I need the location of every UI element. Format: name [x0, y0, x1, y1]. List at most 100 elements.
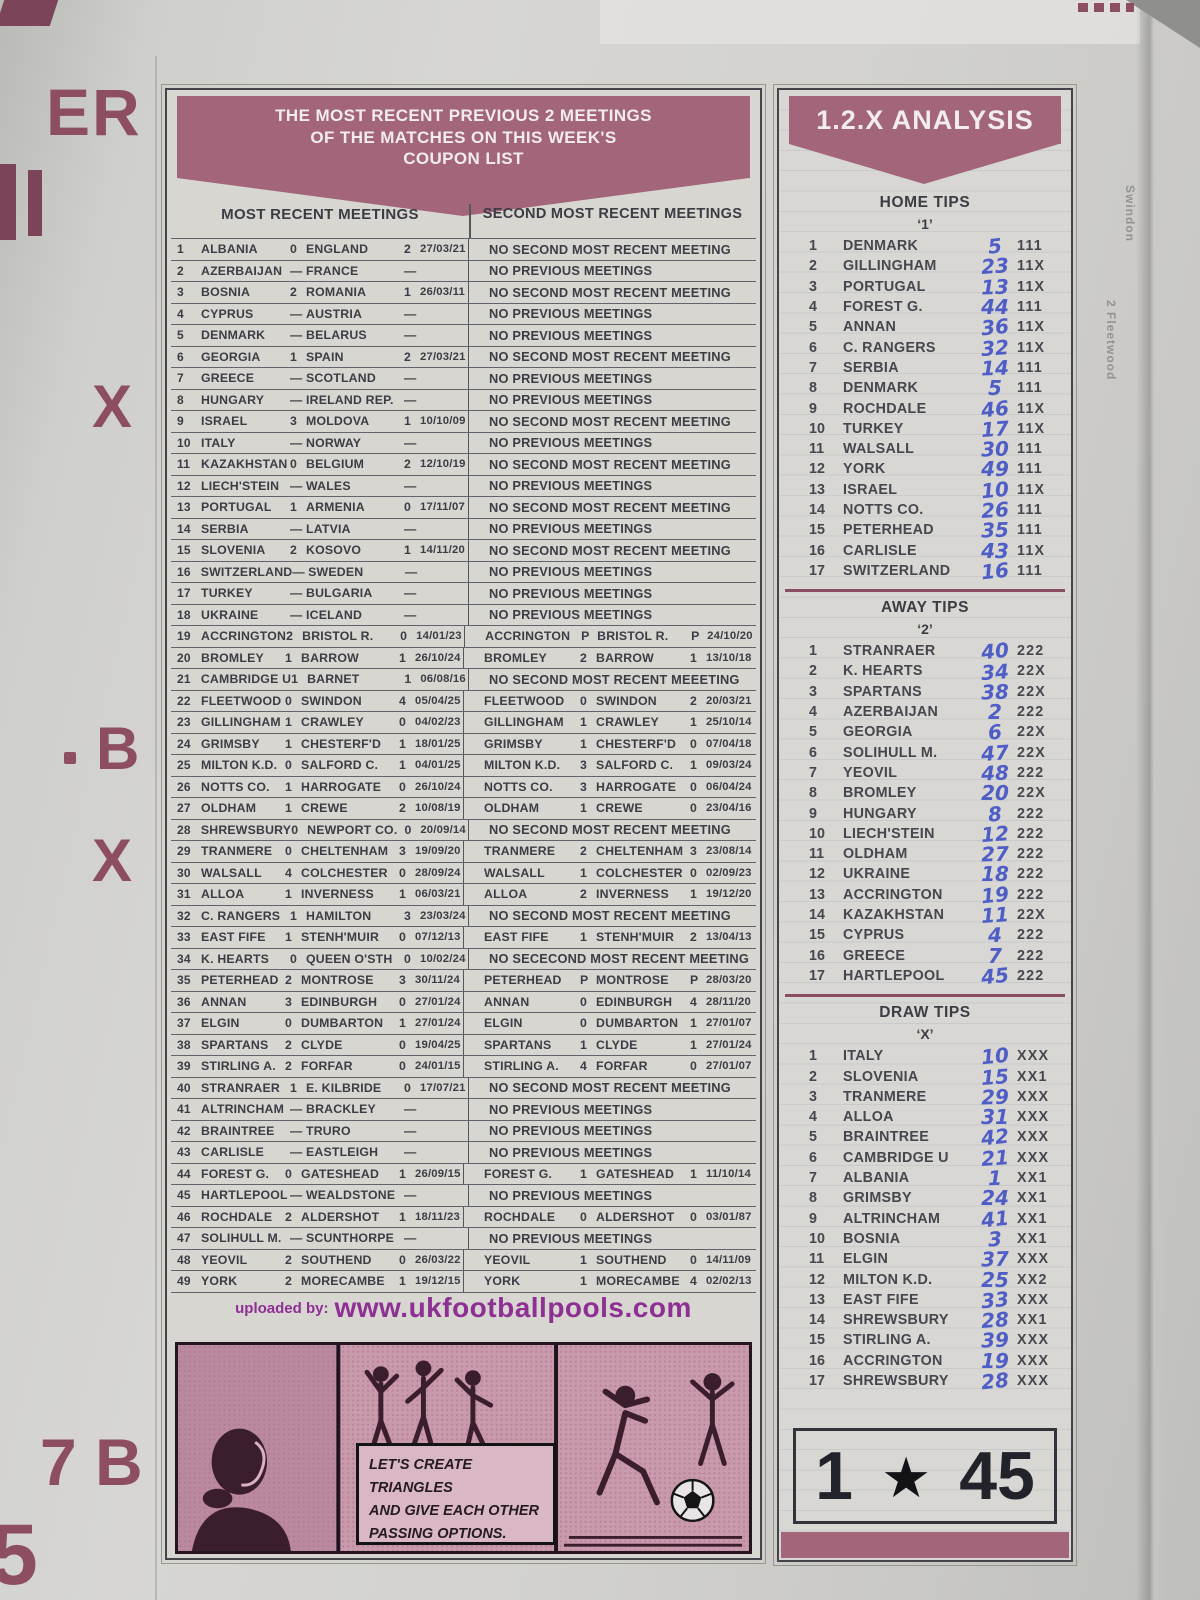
most-recent-meeting: 48 YEOVIL 2 SOUTHEND 0 26/03/22	[171, 1249, 464, 1270]
tip-code: XXX	[1017, 1352, 1050, 1369]
away-team: WEALDSTONE	[306, 1188, 396, 1203]
away-team: BELARUS	[306, 328, 367, 343]
tip-row: 8 BROMLEY 20 22X	[781, 781, 1069, 805]
meeting-row: 42 BRAINTREE — TRURO — NO PREVIOUS MEETINGS	[171, 1120, 756, 1142]
home-score: 4	[285, 865, 293, 880]
away-score: 0	[690, 1252, 698, 1267]
away-score: 4	[690, 1274, 698, 1289]
home-score: —	[290, 371, 303, 386]
second-meeting-note: NO SECOND MOST RECENT MEETING	[489, 822, 731, 838]
row-number: 21	[177, 672, 191, 687]
second-meeting-note: NO PREVIOUS MEETINGS	[489, 607, 653, 623]
match-date: 27/01/07	[706, 1060, 752, 1073]
tip-row: 3 SPARTANS 38 22X	[781, 679, 1069, 704]
away-score: 1	[399, 736, 407, 751]
row-number: 33	[177, 930, 191, 945]
away-score: 0	[399, 865, 407, 880]
adjacent-page-fragment: 5	[0, 1507, 38, 1600]
home-score: 1	[285, 650, 293, 665]
most-recent-meeting: 30 WALSALL 4 COLCHESTER 0 28/09/24	[171, 862, 464, 883]
away-team: SALFORD C.	[301, 758, 379, 773]
tip-team: GILLINGHAM	[843, 258, 937, 275]
away-team: SOUTHEND	[596, 1252, 667, 1267]
most-recent-meeting: 27 OLDHAM 1 CREWE 2 10/08/19	[171, 798, 464, 819]
tip-row: 6 SOLIHULL M. 47 22X	[781, 740, 1069, 766]
second-most-recent-meeting: FLEETWOOD 0 SWINDON 2 20/03/21	[464, 691, 756, 712]
tip-team: STRANRAER	[843, 643, 936, 660]
tip-row: 14 SHREWSBURY 28 XX1	[781, 1307, 1069, 1333]
home-team: TRANMERE	[201, 844, 273, 859]
away-team: BELGIUM	[306, 457, 365, 472]
home-team: DENMARK	[201, 328, 266, 343]
tip-team: ROCHDALE	[843, 400, 927, 417]
row-number: 47	[177, 1231, 191, 1246]
match-date: 27/01/24	[706, 1038, 752, 1051]
meeting-row: 33 EAST FIFE 1 STENH'MUIR 0 07/12/13 EAST FIFE…	[171, 927, 756, 949]
away-team: BARROW	[301, 650, 359, 665]
tip-number: 13	[809, 886, 825, 903]
tip-team: TRANMERE	[843, 1088, 927, 1105]
tip-code: 222	[1017, 704, 1045, 721]
row-number: 13	[177, 500, 191, 515]
match-date: 20/09/14	[420, 823, 466, 836]
tip-number: 16	[809, 947, 825, 964]
match-date: 28/11/20	[706, 995, 751, 1008]
row-number: 12	[177, 478, 191, 493]
home-score: 2	[285, 1252, 293, 1267]
tip-team: ANNAN	[843, 319, 897, 336]
tip-code: 111	[1017, 359, 1043, 376]
most-recent-meeting: 21 CAMBRIDGE U 1 BARNET 1 06/08/16	[171, 669, 469, 690]
tip-number: 3	[809, 1088, 817, 1105]
meeting-row: 18 UKRAINE — ICELAND — NO PREVIOUS MEETINGS	[171, 604, 756, 626]
away-team: CLYDE	[301, 1037, 343, 1052]
away-score: 1	[399, 650, 407, 665]
home-team: PETERHEAD	[484, 973, 562, 988]
tip-coupon-number: 18	[981, 862, 1009, 887]
most-recent-meeting: 15 SLOVENIA 2 KOSOVO 1 14/11/20	[171, 540, 469, 561]
away-team: ALDERSHOT	[596, 1209, 675, 1224]
away-score: 0	[690, 865, 698, 880]
away-score: 3	[399, 844, 407, 859]
tip-row: 15 CYPRUS 4 222	[781, 923, 1069, 947]
meeting-row: 34 K. HEARTS 0 QUEEN O'STH 0 10/02/24 NO SECEC…	[171, 948, 756, 970]
tip-number: 2	[809, 1068, 817, 1085]
away-score: 1	[404, 285, 412, 300]
home-team: WALSALL	[201, 865, 262, 880]
tips-section-symbol: ‘1’	[917, 216, 933, 232]
meetings-table: 1 ALBANIA 0 ENGLAND 2 27/03/21 NO SECOND MOST …	[171, 238, 756, 1293]
match-date: 27/01/24	[415, 1017, 461, 1030]
uploaded-by-line: uploaded by: www.ukfootballpools.com	[167, 1292, 760, 1324]
tips-section-title: HOME TIPS	[879, 194, 971, 211]
home-score: 2	[285, 1037, 293, 1052]
meeting-row: 37 ELGIN 0 DUMBARTON 1 27/01/24 ELGIN 0 DUMBARTO…	[171, 1013, 756, 1035]
second-most-recent-meeting: NO SECOND MOST RECENT MEETING	[469, 540, 756, 561]
second-most-recent-meeting: NO SECOND MOST RECENT MEETING	[469, 1078, 756, 1099]
away-score: 1	[404, 543, 412, 558]
tip-row: 2 GILLINGHAM 23 11X	[781, 254, 1069, 280]
away-score: 0	[404, 500, 412, 515]
home-team: OLDHAM	[201, 801, 257, 816]
second-meeting-note: NO PREVIOUS MEETINGS	[489, 392, 653, 408]
tip-team: ISRAEL	[843, 481, 898, 498]
most-recent-meeting: 38 SPARTANS 2 CLYDE 0 19/04/25	[171, 1034, 464, 1055]
tip-team: DENMARK	[843, 238, 919, 255]
home-team: ANNAN	[484, 994, 530, 1009]
tip-team: SOLIHULL M.	[843, 744, 938, 761]
tip-code: 111	[1017, 441, 1043, 458]
away-team: SOUTHEND	[301, 1252, 372, 1267]
away-score: 2	[404, 349, 412, 364]
away-team: NEWPORT CO.	[307, 822, 398, 837]
tip-number: 12	[809, 461, 825, 478]
match-date: 19/04/25	[415, 1038, 461, 1051]
home-score: 2	[285, 1209, 293, 1224]
page-edge-bar	[0, 164, 16, 240]
adjacent-page-fragment: X	[92, 373, 133, 440]
away-team: AUSTRIA	[306, 306, 363, 321]
away-score: 1	[399, 887, 407, 902]
tip-number: 8	[809, 380, 817, 397]
second-most-recent-meeting: EAST FIFE 1 STENH'MUIR 2 13/04/13	[464, 927, 756, 948]
meeting-row: 2 AZERBAIJAN — FRANCE — NO PREVIOUS MEETINGS	[171, 260, 756, 282]
home-team: NOTTS CO.	[201, 779, 270, 794]
home-team: UKRAINE	[201, 607, 259, 622]
second-most-recent-meeting: NO SECOND MOST RECENT MEETING	[469, 282, 756, 303]
